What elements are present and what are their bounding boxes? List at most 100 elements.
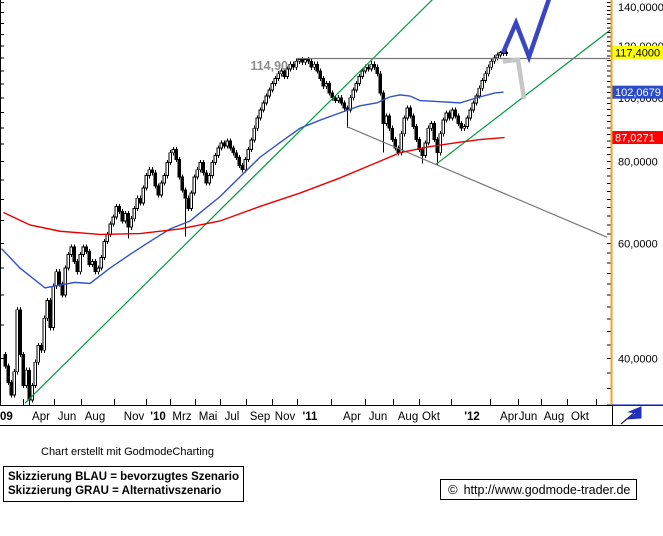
candle-body	[477, 87, 482, 97]
price-tag-red-ma-label: 87,0271	[615, 133, 655, 145]
candle-body	[111, 216, 116, 225]
price-tag-red-ma	[612, 131, 663, 145]
candle-body	[87, 251, 92, 265]
candle-body	[294, 60, 299, 68]
candle-body	[180, 176, 185, 191]
candle-body	[342, 102, 347, 109]
candle-body	[270, 83, 275, 91]
x-axis-label: Mrz	[172, 411, 191, 423]
candle-body	[54, 271, 59, 287]
candle-body	[285, 68, 290, 78]
candle-body	[438, 133, 443, 154]
candle-body	[204, 172, 209, 184]
candle-body	[210, 162, 215, 177]
candle-body	[60, 283, 65, 296]
left-price-axis	[0, 0, 4, 405]
candle-body	[489, 60, 494, 68]
candle-body	[168, 152, 173, 163]
candle-body	[333, 97, 338, 102]
candle-body	[84, 246, 89, 252]
time-axis: '09AprJunAugNov'10MrzMaiJulSepNov'11AprJ…	[0, 399, 663, 426]
candle-body	[495, 54, 500, 59]
candle-body	[48, 299, 53, 329]
candle-body	[354, 83, 359, 91]
candle-body	[42, 317, 47, 351]
candle-body	[261, 102, 266, 111]
copyright-icon: ©	[448, 482, 458, 497]
candle-body	[366, 66, 371, 70]
candle-body	[135, 197, 140, 209]
legend-blue-scenario: Skizzierung BLAU = bevorzugtes Szenario	[8, 471, 240, 483]
candle-body	[219, 142, 224, 149]
candle-body	[276, 73, 281, 79]
candle-body	[234, 152, 239, 159]
x-axis-label: '11	[303, 411, 318, 423]
candle-body	[444, 112, 449, 121]
candle-body	[228, 140, 233, 149]
candle-body	[255, 117, 260, 129]
candle-body	[339, 97, 344, 104]
price-tags: 117,4000 102,0679 87,0271	[612, 45, 663, 145]
candle-body	[441, 119, 446, 135]
blue-scenario-sketch	[500, 0, 552, 64]
scenario-sketches	[500, 0, 552, 100]
candle-body	[468, 109, 473, 119]
x-axis-label: '10	[150, 411, 166, 423]
candle-body	[378, 73, 383, 94]
candle-body	[486, 66, 491, 75]
candle-body	[39, 344, 44, 351]
x-axis-label: Jul	[225, 411, 240, 423]
candle-body	[45, 299, 50, 319]
candle-body	[231, 147, 236, 154]
candle-body	[381, 92, 386, 125]
candle-body	[390, 127, 395, 141]
candle-body	[156, 185, 161, 196]
candle-body	[177, 158, 182, 178]
price-tag-last	[612, 45, 663, 59]
price-tag-last-label: 117,4000	[615, 47, 660, 59]
candle-body	[27, 369, 32, 401]
credit-text: Chart erstellt mit GodmodeCharting	[41, 446, 215, 458]
candle-body	[126, 213, 131, 228]
candle-body	[273, 78, 278, 85]
x-axis-label: Aug	[85, 411, 105, 423]
candle-body	[351, 89, 356, 99]
candle-body	[321, 78, 326, 87]
candle-body	[456, 115, 461, 125]
candle-body	[471, 102, 476, 111]
candle-body	[93, 260, 98, 273]
candle-body	[309, 60, 314, 68]
candle-body	[297, 59, 302, 62]
candle-body	[225, 140, 230, 147]
candle-body	[81, 246, 86, 255]
candle-body	[174, 149, 179, 160]
candle-body	[183, 189, 188, 199]
red-ma	[3, 136, 505, 236]
candle-body	[147, 169, 152, 177]
candle-body	[57, 271, 62, 285]
y-axis-label: 140,0000	[618, 2, 663, 14]
candle-body	[192, 176, 197, 194]
candle-body	[201, 162, 206, 174]
candle-body	[213, 155, 218, 163]
candle-body	[102, 240, 107, 258]
x-axis-label: '09	[0, 411, 13, 423]
legend-gray-scenario: Skizzierung GRAU = Alternativszenario	[8, 485, 222, 497]
candle-body	[303, 59, 308, 63]
candle-body	[426, 127, 431, 144]
candle-body	[300, 59, 305, 63]
blue-ma	[1, 91, 504, 289]
resistance-price-label: 114,90	[250, 59, 288, 73]
candle-body	[96, 267, 101, 273]
moving-averages	[1, 91, 505, 289]
candle-body	[447, 112, 452, 119]
candle-body	[108, 223, 113, 235]
watermark-url: http://www.godmode-trader.de	[463, 482, 631, 497]
candle-body	[66, 253, 71, 269]
candle-body	[207, 175, 212, 184]
price-chart: 114,90 140,0000120,0000100,000080,000060…	[0, 0, 663, 426]
candle-body	[165, 162, 170, 177]
candle-body	[306, 59, 311, 62]
candle-body	[462, 125, 467, 129]
